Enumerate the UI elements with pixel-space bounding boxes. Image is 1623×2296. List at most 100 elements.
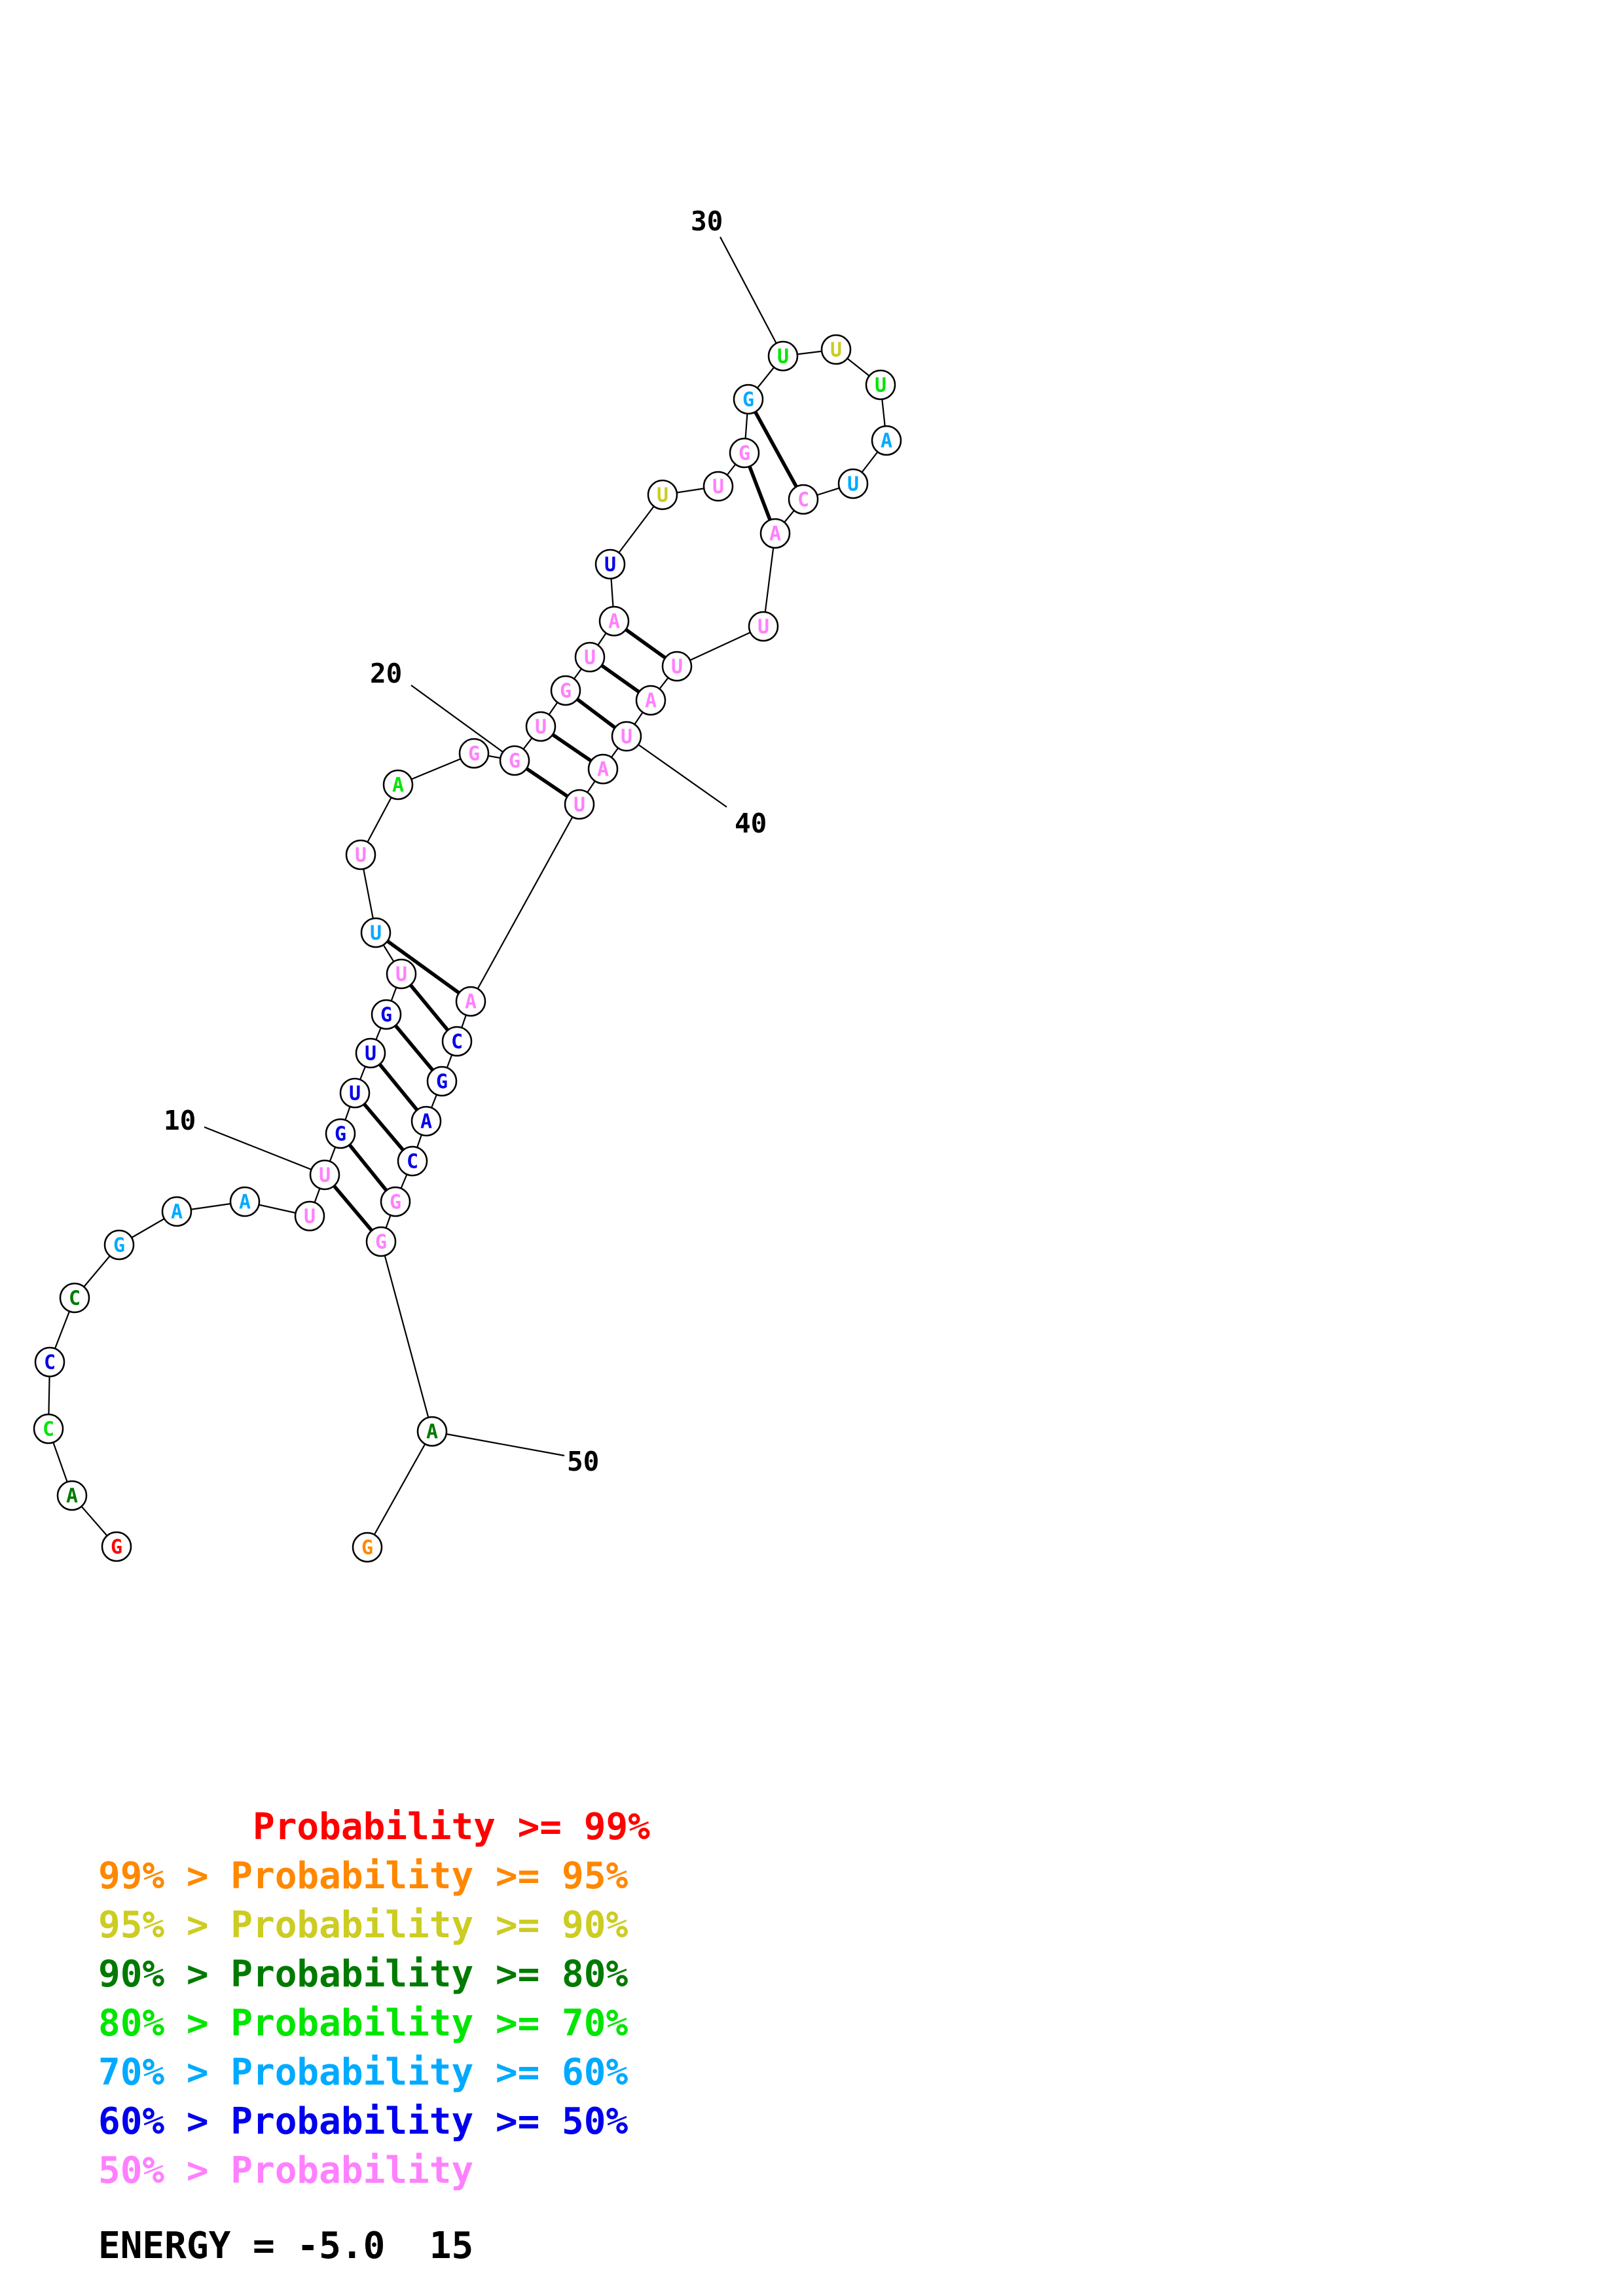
- nucleotide: A: [871, 425, 902, 456]
- nucleotide: A: [229, 1186, 261, 1217]
- nucleotide-circle: [294, 1200, 325, 1232]
- nucleotide-circle: [820, 334, 852, 365]
- position-label: 50: [567, 1446, 599, 1477]
- nucleotide-circle: [355, 1037, 386, 1069]
- nucleotide-letter: C: [43, 1418, 54, 1441]
- nucleotide-circle: [865, 369, 896, 401]
- nucleotide: U: [339, 1077, 371, 1109]
- backbone-segment: [470, 804, 580, 1002]
- nucleotide: U: [294, 1200, 325, 1232]
- nucleotide-letter: G: [380, 1004, 392, 1027]
- nucleotide-circle: [161, 1196, 192, 1227]
- nucleotide-letter: U: [621, 726, 632, 749]
- legend-entry: 50% > Probability: [98, 2149, 473, 2192]
- nucleotide: C: [397, 1145, 428, 1177]
- legend-entry: 70% > Probability >= 60%: [98, 2051, 628, 2094]
- nucleotide-circle: [767, 340, 799, 372]
- nucleotide-circle: [611, 721, 642, 752]
- nucleotide-letter: A: [420, 1111, 432, 1134]
- nucleotide: C: [59, 1282, 90, 1314]
- nucleotide-letter: U: [671, 656, 683, 679]
- position-label: 20: [370, 658, 402, 689]
- nucleotide-letter: C: [44, 1352, 56, 1374]
- nucleotide: G: [371, 999, 402, 1030]
- legend-entry: 99% > Probability >= 95%: [98, 1855, 628, 1897]
- nucleotide-circle: [365, 1226, 397, 1257]
- nucleotide: A: [587, 753, 619, 785]
- nucleotide: G: [550, 675, 581, 706]
- position-label-layer: 10 20 30 40 50: [164, 206, 767, 1477]
- nucleotide-letter: G: [436, 1071, 448, 1094]
- nucleotide: U: [594, 548, 626, 580]
- nucleotide: A: [161, 1196, 192, 1227]
- position-label: 40: [735, 808, 767, 839]
- nucleotide-circle: [33, 1413, 64, 1444]
- nucleotide-circle: [594, 548, 626, 580]
- nucleotide: U: [345, 839, 376, 870]
- nucleotide: U: [748, 611, 779, 642]
- nucleotide-circle: [550, 675, 581, 706]
- nucleotide: U: [767, 340, 799, 372]
- nucleotide: G: [325, 1118, 356, 1149]
- position-tick: [410, 685, 515, 761]
- nucleotide-circle: [229, 1186, 261, 1217]
- nucleotide-circle: [598, 605, 630, 637]
- nucleotide-letter: G: [739, 442, 750, 465]
- nucleotide-letter: G: [390, 1191, 401, 1214]
- nucleotide-letter: U: [365, 1043, 376, 1066]
- backbone-segment: [762, 533, 776, 627]
- nucleotide: U: [525, 711, 556, 742]
- nucleotide-circle: [788, 484, 819, 515]
- nucleotide-circle: [455, 986, 486, 1017]
- nucleotide: A: [382, 769, 414, 800]
- nucleotide-circle: [103, 1229, 135, 1261]
- nucleotide-letter: A: [645, 690, 657, 713]
- nucleotide: U: [661, 651, 693, 682]
- nucleotide-letter: C: [451, 1031, 463, 1054]
- nucleotide-letter: A: [66, 1485, 78, 1508]
- nucleotide-letter: U: [574, 794, 585, 817]
- nucleotide: G: [499, 745, 530, 776]
- nucleotide-circle: [702, 471, 734, 502]
- nucleotide-letter: G: [111, 1536, 122, 1559]
- nucleotide-circle: [871, 425, 902, 456]
- nucleotide-circle: [729, 437, 760, 469]
- legend-entry: 60% > Probability >= 50%: [98, 2100, 628, 2143]
- nucleotide-circle: [635, 685, 666, 716]
- nucleotide: U: [820, 334, 852, 365]
- nucleotide: A: [455, 986, 486, 1017]
- nucleotide-circle: [339, 1077, 371, 1109]
- nucleotide-letter: U: [370, 922, 382, 945]
- nucleotide-letter: A: [392, 774, 404, 797]
- nucleotide-circle: [458, 738, 490, 769]
- nucleotide: G: [458, 738, 490, 769]
- nucleotide-letter: U: [319, 1164, 331, 1187]
- nucleotide-circle: [647, 479, 678, 511]
- nucleotide-circle: [661, 651, 693, 682]
- nucleotide-circle: [587, 753, 619, 785]
- nucleotide-letter: U: [712, 476, 724, 499]
- nucleotide-letter: A: [426, 1421, 438, 1444]
- nucleotide-circle: [309, 1159, 340, 1191]
- nucleotide-letter: A: [769, 523, 781, 546]
- nucleotide-circle: [371, 999, 402, 1030]
- base-pair-bond: [374, 931, 472, 1003]
- position-label: 30: [691, 206, 723, 237]
- nucleotide: C: [33, 1413, 64, 1444]
- base-pair-bond: [746, 398, 805, 501]
- nucleotide: A: [598, 605, 630, 637]
- nucleotide-circle: [837, 468, 869, 499]
- nucleotide-circle: [380, 1186, 411, 1217]
- nucleotide-circle: [574, 641, 606, 673]
- nucleotide: U: [702, 471, 734, 502]
- nucleotide: U: [355, 1037, 386, 1069]
- nucleotide-letter: A: [608, 611, 620, 634]
- nucleotide-circle: [499, 745, 530, 776]
- nucleotide-letter: A: [239, 1191, 251, 1214]
- energy-readout: ENERGY = -5.0 15: [98, 2225, 473, 2267]
- nucleotide-circle: [397, 1145, 428, 1177]
- nucleotide-letter: G: [468, 743, 480, 766]
- legend-entry: 80% > Probability >= 70%: [98, 2002, 628, 2045]
